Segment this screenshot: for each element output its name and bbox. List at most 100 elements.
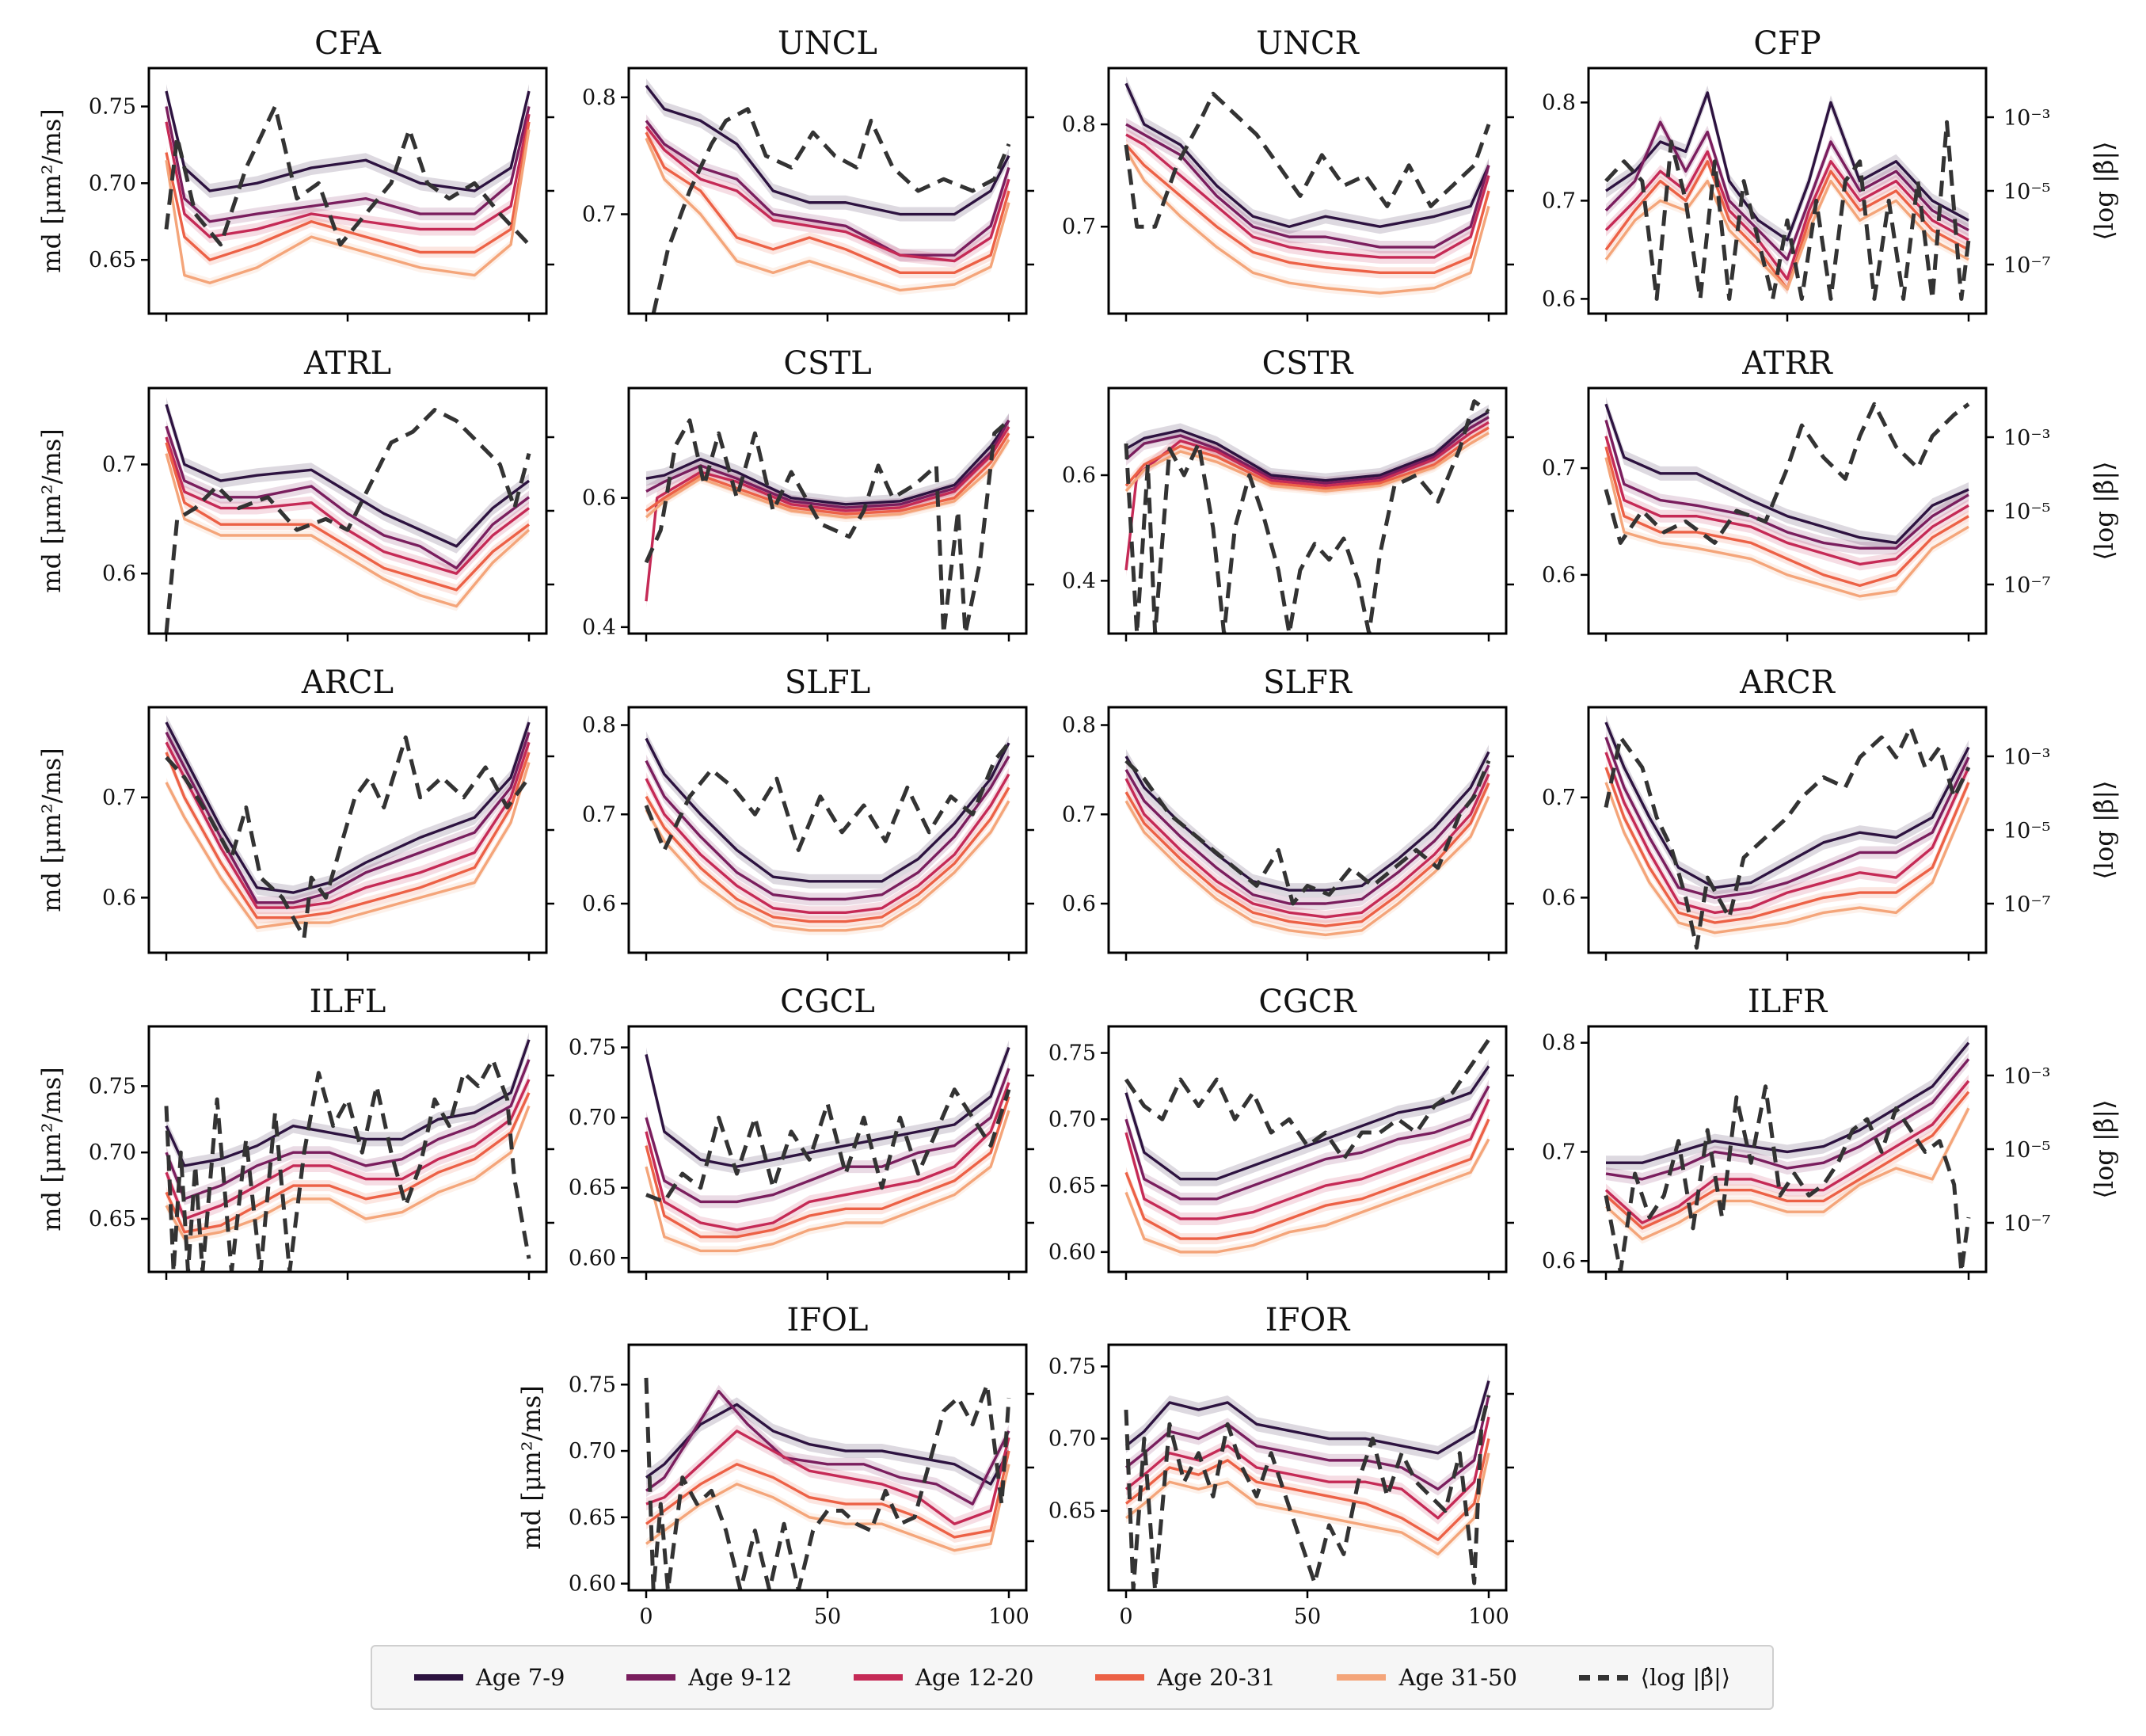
line-age-20-31 [1124, 426, 1490, 490]
line-age-9-12 [1124, 1085, 1490, 1201]
y-tick-label: 0.6 [1062, 892, 1096, 916]
legend-swatch-log-beta [1578, 1674, 1628, 1681]
line-age-7-9 [645, 1046, 1010, 1168]
plot-area [645, 78, 1011, 314]
band-age-31-50 [1126, 145, 1489, 299]
line-age-9-12 [165, 1059, 531, 1201]
y-tick-label: 0.60 [1048, 1240, 1096, 1265]
plot-area [645, 1040, 1011, 1256]
plot-area [1124, 76, 1491, 299]
right-axis-label: ⟨log |β̂|⟩ [2089, 1099, 2119, 1198]
line-age-7-9 [1604, 721, 1970, 889]
panel-title: IFOL [787, 1302, 869, 1338]
line-age-31-50 [165, 453, 531, 608]
panel-title: SLFL [785, 664, 870, 701]
y-tick-label: 0.8 [582, 86, 616, 110]
line-age-12-20 [1125, 133, 1490, 259]
panel-atrr: ATRR 0.6 0.7 10⁻³ 10⁻⁵ 10⁻⁷ ⟨log |β̂|⟩ [1542, 345, 2119, 641]
line-age-20-31 [1604, 446, 1969, 588]
line-log-beta [1604, 1084, 1971, 1272]
band-age-31-50 [646, 133, 1009, 295]
x-tick-label: 0 [639, 1605, 653, 1629]
y-tick-label: 0.65 [569, 1176, 616, 1201]
y-tick-label: 0.4 [1062, 569, 1096, 593]
band-age-31-50 [1606, 1103, 1969, 1244]
y-tick-label: 0.8 [582, 714, 616, 738]
right-tick-label: 10⁻³ [2003, 1064, 2050, 1089]
y-tick-label: 0.6 [1542, 1249, 1576, 1273]
plot-area [1604, 86, 1971, 301]
line-log-beta [1604, 725, 1971, 950]
line-age-9-12 [645, 1068, 1010, 1204]
line-age-31-50 [1124, 432, 1490, 493]
legend-swatch-age-9-12 [626, 1674, 676, 1681]
legend-item-age-12-20: Age 12-20 [853, 1664, 1033, 1691]
y-tick-label: 0.75 [89, 94, 136, 119]
line-age-7-9 [1125, 410, 1490, 482]
legend-label-age-31-50: Age 31-50 [1398, 1664, 1517, 1691]
legend-label-log-beta: ⟨log |β̂|⟩ [1640, 1664, 1731, 1691]
panel-atrl: ATRL 0.6 0.7 md [μm²/ms] [36, 345, 554, 641]
line-age-20-31 [165, 442, 531, 592]
line-log-beta [164, 408, 531, 634]
line-age-9-12 [165, 731, 531, 904]
y-tick-label: 0.6 [102, 562, 136, 586]
y-tick-label: 0.8 [1542, 90, 1576, 115]
right-tick-label: 10⁻⁷ [2003, 253, 2051, 278]
line-age-20-31 [1124, 1118, 1490, 1240]
right-tick-label: 10⁻⁵ [2003, 819, 2050, 843]
line-age-7-9 [1604, 403, 1969, 545]
y-axis-label: md [μm²/ms] [36, 108, 67, 272]
y-tick-label: 0.7 [1542, 1140, 1576, 1164]
panel-cfa: CFA 0.65 0.70 0.75 md [μm²/ms] [36, 25, 554, 322]
line-age-31-50 [1604, 782, 1970, 935]
panel-title: CGCL [780, 984, 875, 1020]
line-age-12-20 [165, 113, 531, 238]
line-age-12-20 [645, 125, 1010, 263]
plot-area [644, 413, 1010, 634]
y-tick-label: 0.65 [569, 1506, 616, 1530]
line-age-20-31 [165, 1092, 531, 1234]
line-age-9-12 [1604, 737, 1970, 900]
band-age-9-12 [646, 1062, 1009, 1209]
panel-ifol: IFOL 0.60 0.65 0.70 0.75 0 50 100 md [μm²/ms] [516, 1302, 1034, 1629]
band-age-31-50 [646, 796, 1009, 935]
line-age-31-50 [645, 800, 1010, 932]
band-age-20-31 [166, 746, 529, 923]
y-tick-label: 0.8 [1062, 714, 1096, 738]
band-age-12-20 [646, 1424, 1009, 1531]
panel-cgcl: CGCL 0.60 0.65 0.70 0.75 [569, 984, 1034, 1280]
right-tick-label: 10⁻³ [2003, 745, 2050, 770]
y-tick-label: 0.7 [1542, 456, 1576, 481]
legend-label-age-7-9: Age 7-9 [475, 1664, 565, 1691]
panel-title: ILFL [310, 984, 386, 1020]
line-log-beta [1604, 120, 1971, 301]
y-tick-label: 0.75 [1048, 1041, 1096, 1066]
line-log-beta [1124, 399, 1490, 634]
band-age-7-9 [1606, 1035, 1969, 1171]
line-age-12-20 [645, 426, 1010, 602]
legend: Age 7-9 Age 9-12 Age 12-20 Age 20-31 Age… [371, 1645, 1774, 1710]
line-log-beta [1604, 402, 1970, 545]
line-age-7-9 [165, 404, 531, 548]
line-age-20-31 [1604, 767, 1970, 924]
y-tick-label: 0.7 [102, 786, 136, 810]
y-tick-label: 0.60 [569, 1572, 616, 1597]
line-age-12-20 [645, 1082, 1010, 1232]
panel-ifor: IFOR 0.65 0.70 0.75 0 50 100 [1048, 1302, 1514, 1629]
plot-area [1604, 714, 1971, 950]
panel-title: CGCR [1258, 984, 1357, 1020]
y-tick-label: 0.70 [1048, 1107, 1096, 1132]
plot-area [1604, 1035, 1971, 1272]
y-tick-label: 0.6 [582, 486, 616, 511]
right-tick-label: 10⁻⁵ [2003, 500, 2050, 524]
x-tick-label: 50 [814, 1605, 841, 1629]
band-age-31-50 [166, 757, 529, 933]
x-tick-label: 0 [1119, 1605, 1132, 1629]
line-age-12-20 [1124, 1416, 1490, 1520]
line-age-20-31 [1124, 1438, 1490, 1541]
panel-cgcr: CGCR 0.60 0.65 0.70 0.75 [1048, 984, 1514, 1280]
line-age-31-50 [1124, 149, 1490, 295]
panel-title: CSTL [783, 345, 871, 382]
